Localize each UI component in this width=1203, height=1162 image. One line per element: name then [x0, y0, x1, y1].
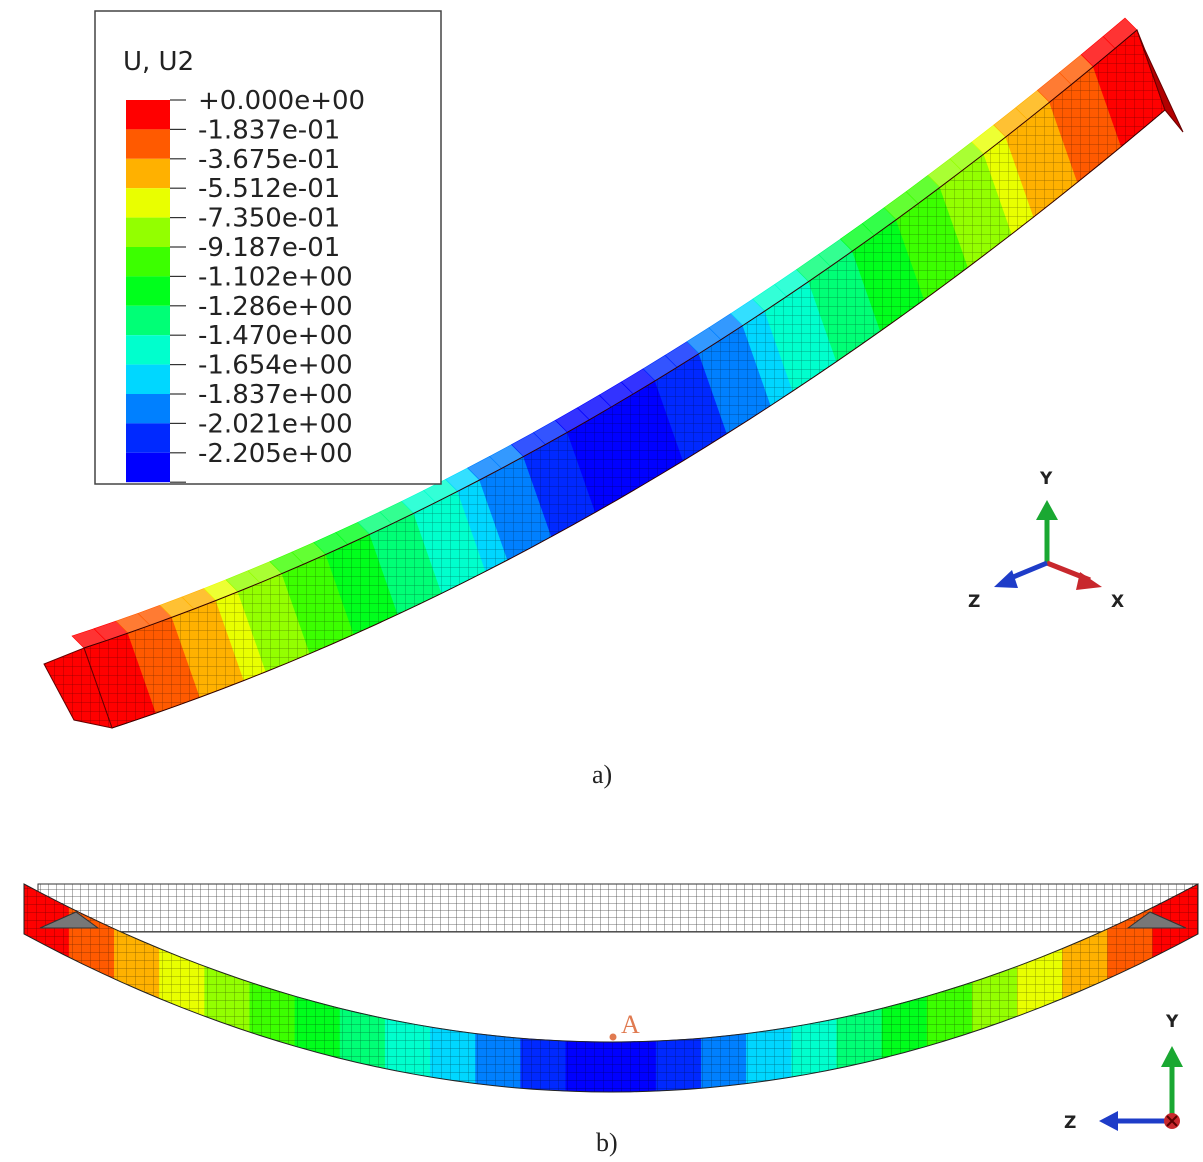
legend-swatch [126, 394, 170, 424]
legend-swatch [126, 364, 170, 394]
legend-label: -7.350e-01 [198, 204, 340, 234]
legend-entries: +0.000e+00-1.837e-01-3.675e-01-5.512e-01… [126, 86, 365, 483]
legend-label: -1.654e+00 [198, 351, 353, 381]
z-arrow-icon [1099, 1111, 1118, 1131]
legend-swatch [126, 217, 170, 247]
legend-swatch [126, 276, 170, 306]
legend-swatch [126, 129, 170, 159]
legend-label: -9.187e-01 [198, 233, 340, 263]
triad-a-z-label: Z [968, 592, 980, 612]
triad-b-y-label: Y [1165, 1012, 1179, 1032]
deformed-beam-side-view [23, 883, 1199, 1093]
triad-a-x-label: X [1111, 592, 1124, 612]
point-a-dot [609, 1033, 617, 1041]
axis-triad-a: Y X Z [968, 469, 1124, 612]
legend-swatch [126, 335, 170, 365]
point-a-marker: A [609, 1010, 640, 1041]
y-arrow-icon [1161, 1046, 1183, 1067]
legend-label: -1.102e+00 [198, 262, 353, 292]
legend-swatch [126, 423, 170, 453]
triad-a-y-label: Y [1039, 469, 1053, 489]
legend-label: -1.286e+00 [198, 292, 353, 322]
legend-title: U, U2 [123, 47, 194, 77]
legend-label: -1.837e+00 [198, 380, 353, 410]
legend-label: -1.837e-01 [198, 115, 340, 145]
legend-label: -3.675e-01 [198, 145, 340, 175]
x-arrow-icon [1076, 572, 1102, 590]
contour-legend: U, U2 +0.000e+00-1.837e-01-3.675e-01-5.5… [94, 10, 442, 485]
beam-a-end-cap-right [1136, 29, 1184, 133]
support-right-icon [1126, 911, 1187, 929]
panel-b-caption: b) [596, 1128, 618, 1157]
legend-swatch [126, 188, 170, 218]
legend-swatch [126, 100, 170, 130]
legend-swatch [126, 452, 170, 483]
z-arrow-icon [994, 570, 1018, 588]
triad-b-z-label: Z [1064, 1113, 1076, 1133]
legend-label: -5.512e-01 [198, 174, 340, 204]
panel-a-caption: a) [592, 760, 613, 789]
legend-swatch [126, 158, 170, 189]
y-arrow-icon [1036, 500, 1058, 520]
deformed-beam-3d [43, 17, 1184, 729]
axis-triad-b: Y Z [1064, 1012, 1183, 1133]
legend-label: +0.000e+00 [198, 86, 365, 116]
legend-label: -1.470e+00 [198, 321, 353, 351]
legend-label: -2.021e+00 [198, 409, 353, 439]
legend-swatch [126, 305, 170, 336]
legend-label: -2.205e+00 [198, 439, 353, 469]
legend-swatch [126, 247, 170, 277]
support-left-icon [39, 911, 100, 929]
point-a-label: A [621, 1010, 640, 1039]
